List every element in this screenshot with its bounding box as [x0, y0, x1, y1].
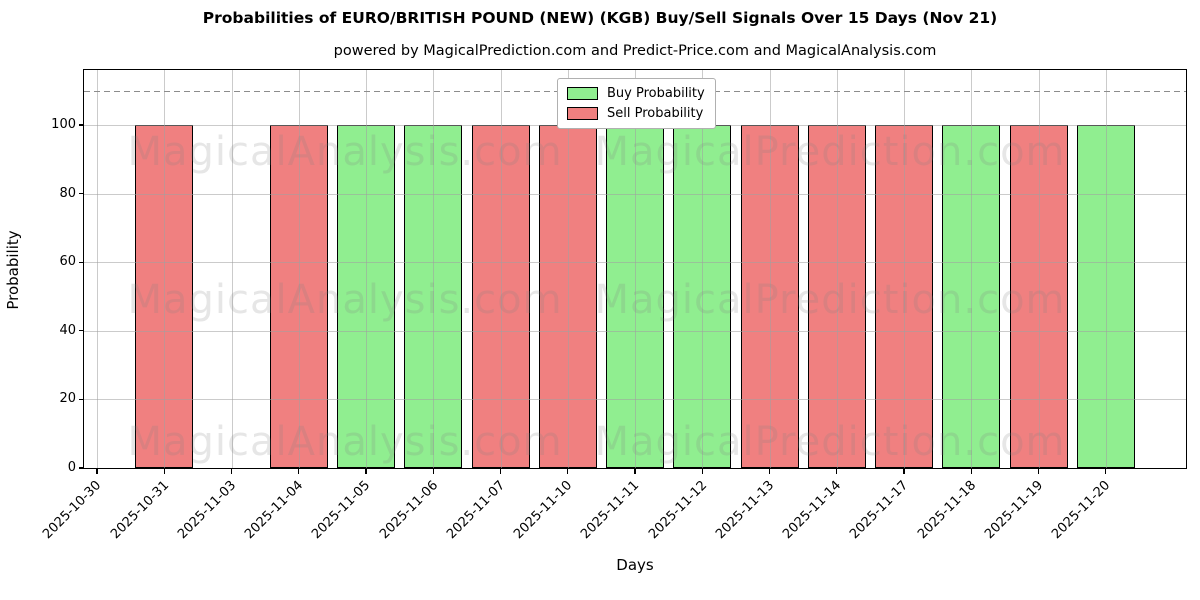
- vertical-gridline: [298, 70, 300, 468]
- x-tick-mark: [432, 469, 434, 474]
- legend-label-sell: Sell Probability: [607, 106, 704, 121]
- x-tick-mark: [970, 469, 972, 474]
- sell-swatch-icon: [567, 107, 598, 120]
- x-tick-label: 2025-11-10: [511, 478, 576, 543]
- x-tick-label: 2025-11-06: [376, 478, 441, 543]
- y-tick-mark: [78, 398, 84, 401]
- x-tick-mark: [230, 469, 233, 474]
- watermark-magicalprediction: MagicalPrediction.com: [594, 419, 1066, 465]
- y-tick-label: 60: [59, 254, 76, 270]
- vertical-gridline: [500, 70, 502, 468]
- x-tick-label: 2025-11-20: [1049, 478, 1114, 543]
- vertical-gridline: [97, 70, 98, 468]
- vertical-gridline: [635, 70, 636, 468]
- vertical-gridline: [164, 70, 166, 468]
- horizontal-gridline: [84, 262, 1186, 264]
- horizontal-gridline: [84, 193, 1186, 195]
- x-tick-label: 2025-11-19: [982, 478, 1047, 543]
- watermark-magicalanalysis: MagicalAnalysis.com: [127, 277, 563, 323]
- x-tick-mark: [96, 469, 98, 474]
- y-tick-mark: [78, 467, 84, 469]
- legend: Buy Probability Sell Probability: [557, 78, 716, 129]
- x-tick-mark: [163, 469, 165, 474]
- x-tick-label: 2025-10-30: [40, 478, 105, 543]
- legend-item-buy: Buy Probability: [567, 86, 705, 101]
- x-tick-mark: [634, 469, 636, 474]
- x-tick-label: 2025-11-18: [914, 478, 979, 543]
- x-tick-mark: [1105, 469, 1107, 474]
- y-tick-label: 40: [59, 322, 76, 338]
- x-tick-label: 2025-11-03: [175, 478, 240, 543]
- vertical-gridline: [567, 70, 569, 468]
- vertical-gridline: [433, 70, 435, 468]
- watermark-magicalprediction: MagicalPrediction.com: [594, 277, 1066, 323]
- x-tick-label: 2025-11-17: [847, 478, 912, 543]
- y-axis-label: Probability: [4, 230, 22, 310]
- y-tick-mark: [78, 261, 84, 263]
- vertical-gridline: [1038, 70, 1040, 468]
- y-tick-label: 20: [59, 391, 76, 407]
- x-tick-mark: [768, 469, 771, 474]
- watermark-magicalanalysis: MagicalAnalysis.com: [127, 419, 563, 465]
- x-axis-label: Days: [616, 556, 654, 574]
- x-tick-mark: [701, 469, 703, 474]
- x-tick-label: 2025-11-04: [242, 478, 307, 543]
- buy-swatch-icon: [567, 87, 598, 100]
- horizontal-gridline: [84, 330, 1186, 332]
- vertical-gridline: [366, 70, 367, 468]
- x-tick-mark: [1037, 469, 1040, 474]
- x-tick-label: 2025-11-11: [578, 478, 643, 543]
- x-tick-mark: [298, 469, 300, 474]
- x-tick-label: 2025-11-12: [645, 478, 710, 543]
- y-tick-label: 0: [67, 460, 76, 475]
- x-tick-mark: [903, 469, 905, 474]
- horizontal-gridline: [84, 399, 1186, 401]
- vertical-gridline: [231, 70, 233, 468]
- vertical-gridline: [836, 70, 838, 468]
- vertical-gridline: [971, 70, 973, 468]
- chart-subtitle: powered by MagicalPrediction.com and Pre…: [333, 43, 937, 59]
- x-tick-label: 2025-11-13: [713, 478, 778, 543]
- vertical-gridline: [1105, 70, 1107, 468]
- legend-label-buy: Buy Probability: [607, 86, 705, 101]
- x-tick-mark: [567, 469, 569, 474]
- x-tick-label: 2025-10-31: [107, 478, 172, 543]
- plot-area: MagicalAnalysis.com MagicalPrediction.com…: [84, 70, 1186, 468]
- x-tick-label: 2025-11-14: [780, 478, 845, 543]
- vertical-gridline: [769, 70, 771, 468]
- legend-item-sell: Sell Probability: [567, 106, 705, 121]
- watermark-magicalprediction: MagicalPrediction.com: [594, 129, 1066, 175]
- x-tick-mark: [499, 469, 502, 474]
- x-tick-label: 2025-11-07: [444, 478, 509, 543]
- y-tick-mark: [78, 124, 84, 126]
- watermark-magicalanalysis: MagicalAnalysis.com: [127, 129, 563, 175]
- y-tick-label: 100: [51, 116, 76, 132]
- y-tick-mark: [78, 330, 84, 332]
- vertical-gridline: [702, 70, 704, 468]
- x-tick-mark: [365, 469, 367, 474]
- x-tick-mark: [836, 469, 838, 474]
- vertical-gridline: [904, 70, 905, 468]
- x-tick-label: 2025-11-05: [309, 478, 374, 543]
- y-tick-mark: [78, 192, 84, 195]
- y-tick-label: 80: [59, 185, 76, 201]
- chart-title: Probabilities of EURO/BRITISH POUND (NEW…: [202, 9, 998, 27]
